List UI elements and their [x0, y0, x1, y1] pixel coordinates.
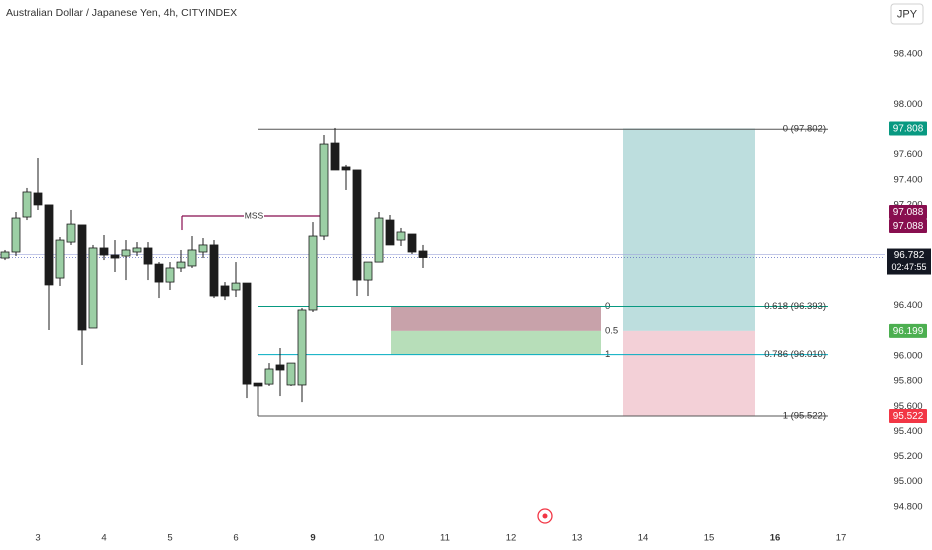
candle-body [0, 251, 10, 259]
price-label-bg [889, 219, 927, 234]
y-tick-label: 96.400 [893, 300, 922, 311]
y-tick-label: 95.400 [893, 426, 922, 437]
candle-body [253, 382, 263, 387]
x-tick-label: 12 [506, 533, 517, 544]
zone-level-label: 0.5 [605, 325, 618, 336]
candle-body [88, 247, 98, 329]
candle-body [154, 263, 164, 283]
candle-body [407, 233, 417, 253]
fib-label: 0 (97.802) [783, 124, 826, 135]
candle-body [198, 244, 208, 253]
candle-body [385, 219, 395, 246]
candle-body [220, 285, 230, 297]
candle-body [352, 169, 362, 281]
x-tick-label: 14 [638, 533, 649, 544]
candle-body [374, 217, 384, 263]
candle-body [308, 235, 318, 311]
currency-box[interactable] [890, 3, 924, 25]
y-tick-label: 97.600 [893, 149, 922, 160]
candle-body [121, 249, 131, 257]
candle-body [143, 247, 153, 265]
x-tick-label: 5 [167, 533, 172, 544]
current-price-bg [887, 248, 931, 275]
price-label-bg [889, 205, 927, 220]
target-zone [623, 128, 755, 331]
candle-body [264, 368, 274, 385]
y-tick-label: 95.600 [893, 401, 922, 412]
y-tick-label: 95.200 [893, 451, 922, 462]
candle-body [319, 143, 329, 237]
discount-zone [391, 330, 601, 355]
candle-body [165, 267, 175, 283]
candle-body [66, 223, 76, 243]
mss-label: MSS [245, 210, 264, 220]
price-label-bg [889, 323, 927, 338]
candle-body [297, 309, 307, 386]
y-tick-label: 95.000 [893, 476, 922, 487]
candle-body [396, 231, 406, 241]
x-tick-label: 10 [374, 533, 385, 544]
x-tick-label: 4 [101, 533, 106, 544]
candle-body [209, 244, 219, 297]
price-label: 97.088 [893, 207, 924, 218]
candle-body [275, 364, 285, 371]
price-label-bg [889, 409, 927, 424]
candle-body [33, 192, 43, 206]
mss-label-bg [244, 210, 264, 223]
price-label: 97.808 [893, 124, 924, 135]
y-tick-label: 95.800 [893, 376, 922, 387]
y-tick-label: 97.200 [893, 199, 922, 210]
x-tick-label: 11 [440, 533, 450, 544]
price-label: 97.088 [893, 221, 924, 232]
x-tick-label: 15 [704, 533, 715, 544]
candle-body [11, 217, 21, 253]
candle-body [231, 282, 241, 291]
candle-body [55, 239, 65, 279]
premium-zone [391, 306, 601, 331]
price-label-bg [889, 121, 927, 136]
event-icon-dot [542, 513, 548, 519]
candle-body [110, 254, 120, 259]
y-tick-label: 94.800 [893, 501, 922, 512]
candle-body [132, 247, 142, 253]
countdown-label: 02:47:55 [891, 262, 926, 272]
candle-body [363, 261, 373, 281]
chart-title: Australian Dollar / Japanese Yen, 4h, CI… [6, 7, 237, 19]
fib-label: 0.618 (96.393) [764, 301, 826, 312]
candle-body [187, 249, 197, 267]
x-tick-label: 3 [35, 533, 40, 544]
price-label: 95.522 [893, 411, 924, 422]
price-label: 96.199 [893, 326, 924, 337]
candle-body [176, 261, 186, 269]
candle-body [44, 204, 54, 286]
y-tick-label: 97.400 [893, 174, 922, 185]
candle-body [341, 166, 351, 171]
candle-body [99, 247, 109, 256]
x-tick-label: 13 [572, 533, 583, 544]
y-tick-label: 96.000 [893, 350, 922, 361]
candle-body [242, 282, 252, 385]
candle-body [286, 362, 296, 386]
candle-body [418, 250, 428, 258]
fib-label: 0.786 (96.010) [764, 349, 826, 360]
y-tick-label: 98.400 [893, 48, 922, 59]
x-tick-label: 6 [233, 533, 238, 544]
current-price-label: 96.782 [894, 250, 925, 261]
y-tick-label: 98.000 [893, 99, 922, 110]
currency[interactable]: JPY [897, 8, 918, 20]
x-tick-label: 17 [836, 533, 847, 544]
candle-body [77, 224, 87, 331]
stop-zone [623, 330, 755, 417]
candle-body [22, 191, 32, 218]
candle-body [330, 142, 340, 171]
x-tick-label: 9 [310, 533, 315, 544]
x-tick-label: 16 [770, 533, 781, 544]
fib-label: 1 (95.522) [783, 411, 826, 422]
